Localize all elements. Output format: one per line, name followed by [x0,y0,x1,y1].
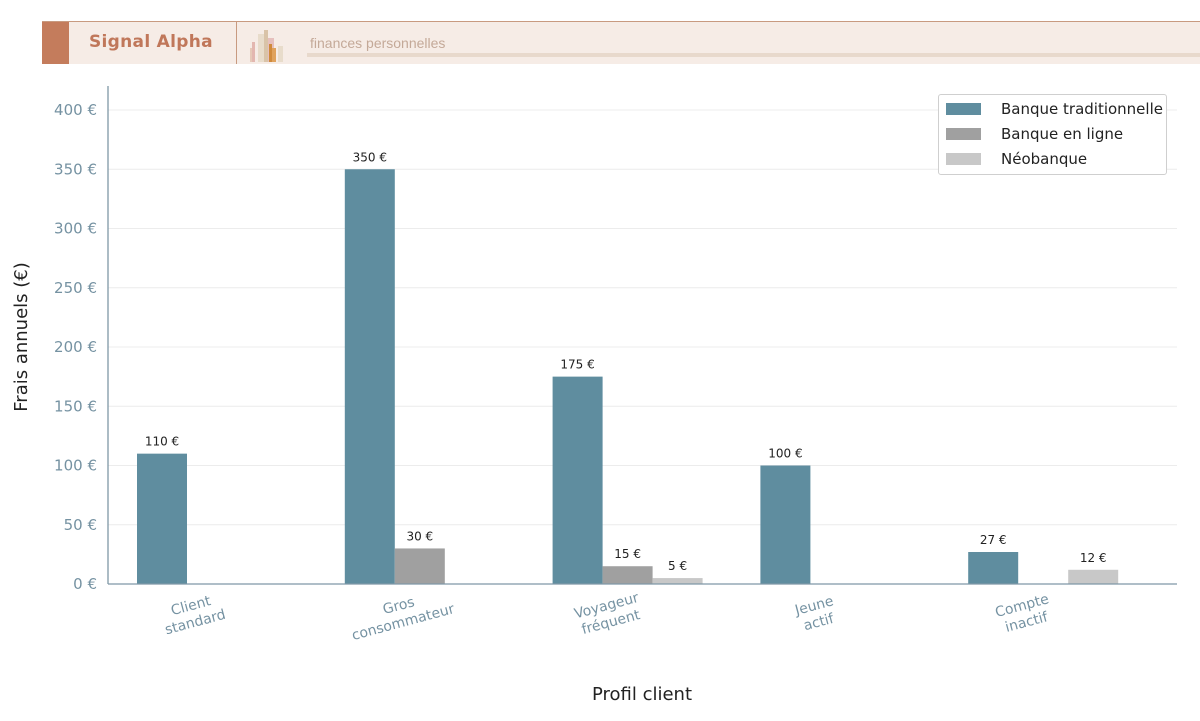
y-axis-title: Frais annuels (€) [11,262,32,412]
bar-value-label: 100 € [768,447,802,461]
y-tick-label: 400 € [54,101,97,119]
x-axis-title: Profil client [592,684,692,705]
bar [344,169,395,584]
y-tick-label: 200 € [54,338,97,356]
app-header: Signal Alpha finances personnelles [42,21,1200,64]
header-divider [236,22,237,64]
legend-label: Banque traditionnelle [1001,100,1163,118]
legend-item-online: Banque en ligne [946,124,1123,144]
bar-value-label: 110 € [145,435,179,449]
bar [1068,569,1119,584]
bar-value-label: 12 € [1080,551,1107,565]
legend-swatch [946,128,981,140]
gridlines [108,109,1177,526]
bar-value-label: 5 € [668,559,687,573]
chart-legend: Banque traditionnelle Banque en ligne Né… [938,94,1167,175]
legend-label: Banque en ligne [1001,125,1124,143]
y-tick-label: 100 € [54,457,97,475]
bar [137,453,187,584]
bar-value-label: 30 € [406,529,433,543]
legend-swatch [946,103,981,115]
y-axis-ticks: 0 € 50 € 100 € 150 € 200 € 250 € 300 € 350 € 400… [54,101,97,593]
bar-value-label: 350 € [353,150,387,164]
legend-item-neo: Néobanque [946,149,1087,169]
y-tick-label: 150 € [54,397,97,415]
bar [652,578,703,584]
brand-title: Signal Alpha [89,32,213,52]
bar [394,548,445,584]
bar [760,465,811,584]
y-tick-label: 50 € [64,516,97,534]
svg-text:actif: actif [802,611,837,635]
bar-chart-logo-icon [250,30,283,62]
legend-label: Néobanque [1001,150,1088,168]
header-accent-bar [42,22,69,64]
y-tick-label: 0 € [73,575,97,593]
y-tick-label: 350 € [54,160,97,178]
legend-item-traditional: Banque traditionnelle [946,99,1163,119]
bar [968,552,1019,584]
y-tick-label: 250 € [54,279,97,297]
bar [552,376,603,584]
bars: 110 € 350 € 30 € 175 € 15 € 5 € 100 € 27 € 12 € [137,150,1119,584]
bar-value-label: 15 € [614,547,641,561]
legend-swatch [946,153,981,165]
bar [602,566,653,584]
header-subtitle: finances personnelles [310,35,446,51]
y-tick-label: 300 € [54,220,97,238]
bar-value-label: 27 € [980,533,1007,547]
header-underline [307,53,1200,57]
bar-value-label: 175 € [560,358,594,372]
